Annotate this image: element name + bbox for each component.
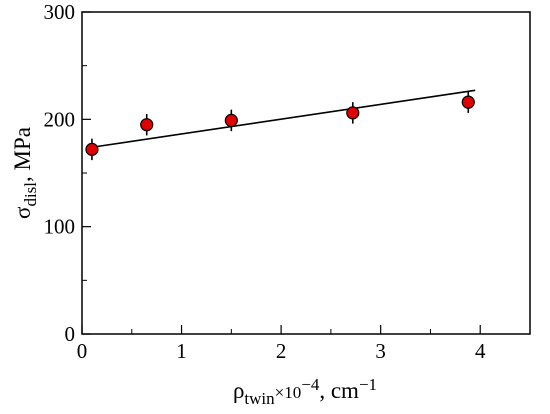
y-tick-label: 100 [44, 215, 76, 239]
x-tick-label: 3 [375, 339, 386, 363]
y-tick-label: 300 [44, 0, 76, 24]
x-tick-label: 4 [475, 339, 486, 363]
x-tick-label: 2 [276, 339, 287, 363]
fit-line [91, 89, 476, 149]
data-point [85, 142, 99, 156]
data-point [224, 113, 238, 128]
x-tick-label: 0 [77, 339, 88, 363]
x-axis-label: ρtwin×10−4, cm−1 [233, 375, 377, 408]
tick-labels: 0 1 2 3 4 0 100 200 300 [44, 0, 486, 363]
plot-frame [81, 11, 531, 335]
data-points [85, 91, 475, 161]
data-point [346, 106, 360, 120]
data-point [461, 95, 475, 109]
data-point [140, 118, 154, 132]
axis-ticks [81, 11, 481, 335]
y-axis-label: σdisl, MPa [10, 127, 40, 219]
y-tick-label: 0 [65, 322, 76, 346]
x-tick-label: 1 [176, 339, 187, 363]
y-tick-label: 200 [44, 107, 76, 131]
